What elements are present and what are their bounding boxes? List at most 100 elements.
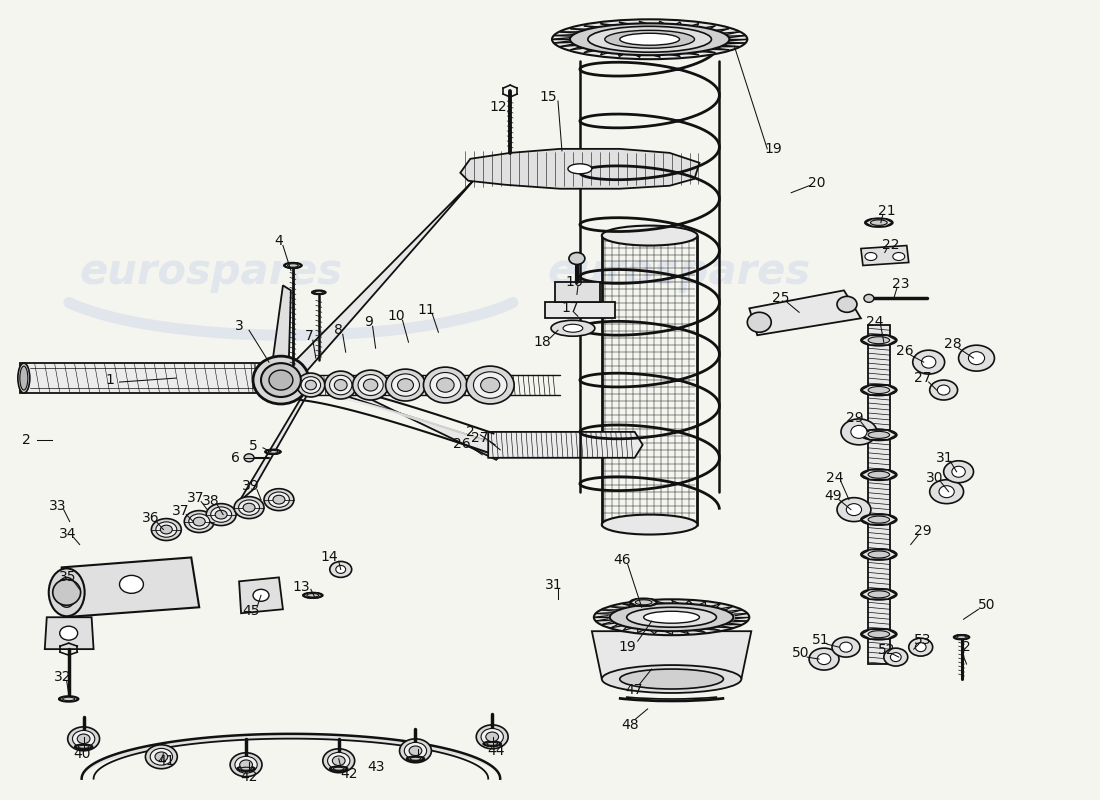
Ellipse shape [890,653,901,662]
Polygon shape [330,766,348,770]
Ellipse shape [861,514,896,525]
Polygon shape [868,326,890,664]
Polygon shape [488,432,642,458]
Text: 46: 46 [613,554,630,567]
Ellipse shape [302,593,322,598]
Ellipse shape [297,373,324,397]
Polygon shape [296,173,481,372]
Ellipse shape [315,291,323,294]
Ellipse shape [152,518,182,541]
Text: 2: 2 [962,640,971,654]
Polygon shape [483,742,502,746]
Text: 39: 39 [242,478,260,493]
Text: 15: 15 [539,90,557,104]
Polygon shape [238,766,255,770]
Ellipse shape [851,426,867,438]
Ellipse shape [397,378,414,391]
Ellipse shape [563,324,583,332]
Ellipse shape [944,461,974,482]
Ellipse shape [68,727,100,750]
Text: eurospares: eurospares [79,251,343,294]
Text: 37: 37 [172,504,189,518]
Ellipse shape [868,591,890,598]
Ellipse shape [240,760,252,770]
Ellipse shape [268,450,277,454]
Text: 45: 45 [242,604,260,618]
Ellipse shape [861,385,896,396]
Ellipse shape [235,756,257,773]
Text: 42: 42 [340,766,358,781]
Ellipse shape [568,164,592,174]
Text: 20: 20 [808,176,826,190]
Ellipse shape [18,363,30,393]
Ellipse shape [230,753,262,777]
Text: 49: 49 [824,489,842,502]
Ellipse shape [57,578,77,607]
Ellipse shape [407,756,425,761]
Ellipse shape [602,226,697,246]
Ellipse shape [20,366,28,390]
Polygon shape [861,246,909,266]
Ellipse shape [307,594,319,597]
Ellipse shape [569,253,585,265]
Ellipse shape [937,385,950,395]
Ellipse shape [330,562,352,578]
Ellipse shape [409,746,421,755]
Text: 19: 19 [619,640,637,654]
Text: 22: 22 [882,238,900,251]
Polygon shape [954,635,969,639]
Text: 19: 19 [764,142,782,156]
Ellipse shape [264,489,294,510]
Ellipse shape [185,510,214,533]
Ellipse shape [958,345,994,371]
Text: 33: 33 [50,498,66,513]
Text: 31: 31 [546,578,563,592]
Ellipse shape [868,337,890,344]
Ellipse shape [868,386,890,394]
Ellipse shape [268,492,289,507]
Ellipse shape [483,742,502,746]
Polygon shape [20,363,290,393]
Text: 14: 14 [320,550,338,565]
Ellipse shape [430,373,461,398]
Ellipse shape [861,629,896,640]
Ellipse shape [244,454,254,462]
Text: 1: 1 [106,373,114,387]
Ellipse shape [359,374,383,395]
Polygon shape [861,430,896,440]
Text: 7: 7 [305,330,314,343]
Ellipse shape [861,469,896,480]
Text: 12: 12 [490,100,507,114]
Ellipse shape [399,739,431,762]
Ellipse shape [53,579,80,606]
Ellipse shape [481,378,499,393]
Ellipse shape [287,264,298,267]
Text: 5: 5 [249,439,257,453]
Ellipse shape [333,767,344,770]
Polygon shape [311,290,326,294]
Polygon shape [284,263,301,268]
Ellipse shape [239,500,260,515]
Text: 43: 43 [367,760,384,774]
Polygon shape [58,697,78,702]
Ellipse shape [476,725,508,749]
Ellipse shape [839,642,853,652]
Text: 52: 52 [878,643,895,657]
Ellipse shape [486,732,498,742]
Ellipse shape [328,752,350,769]
Text: 44: 44 [487,744,505,758]
Text: 24: 24 [826,470,844,485]
Ellipse shape [392,374,419,396]
Ellipse shape [473,372,507,398]
Polygon shape [62,558,199,618]
Ellipse shape [832,637,860,657]
Text: 13: 13 [293,580,310,594]
Polygon shape [861,550,896,559]
Ellipse shape [837,498,871,522]
Polygon shape [75,745,92,749]
Ellipse shape [194,517,206,526]
Ellipse shape [861,589,896,600]
Ellipse shape [336,566,345,574]
Text: 31: 31 [936,450,954,465]
Ellipse shape [893,253,905,261]
